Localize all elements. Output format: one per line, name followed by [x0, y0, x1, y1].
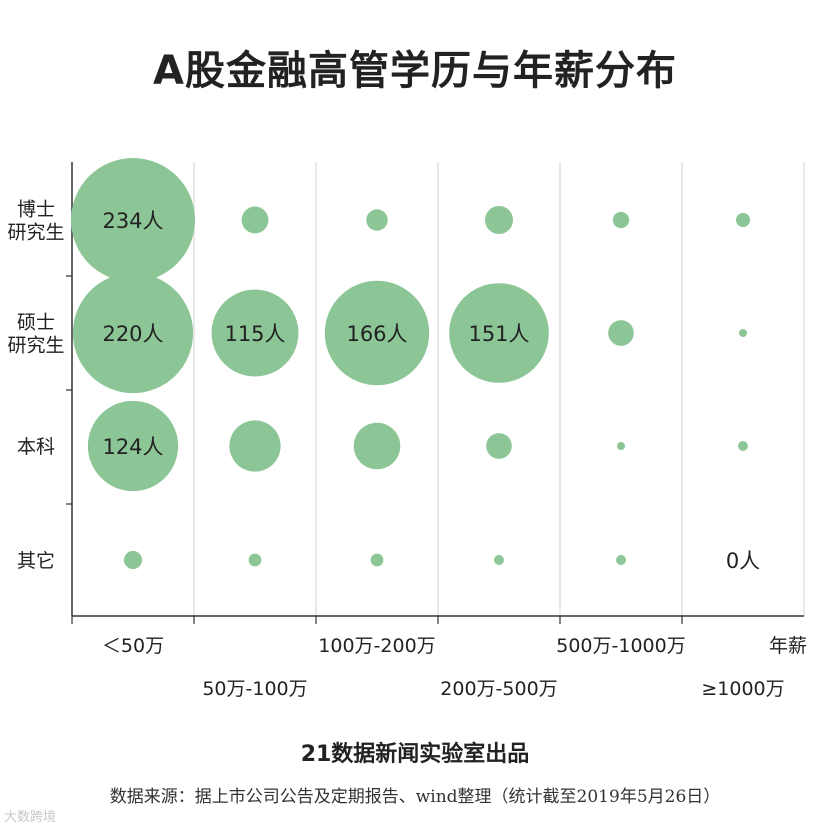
bubble-chart: 博士研究生硕士研究生本科其它＜50万50万-100万100万-200万200万-…	[7, 158, 807, 700]
chart-title: A股金融高管学历与年薪分布	[153, 48, 677, 94]
data-label: 0人	[726, 549, 760, 573]
credit-line: 21数据新闻实验室出品	[300, 742, 530, 767]
bubble	[608, 320, 634, 346]
bubble	[449, 283, 549, 383]
data-label: 234人	[102, 209, 163, 233]
bubble	[366, 209, 388, 231]
bubble	[370, 553, 384, 567]
y-tick-label: 博士	[17, 199, 55, 221]
bubble	[738, 328, 748, 338]
data-label: 151人	[468, 322, 529, 346]
bubble	[612, 211, 630, 229]
bubble	[241, 206, 269, 234]
x-tick-label: 200万-500万	[440, 678, 557, 700]
bubble	[486, 433, 512, 459]
bubble	[353, 422, 401, 470]
bubble	[123, 550, 143, 570]
y-tick-label: 本科	[17, 436, 55, 458]
x-tick-label: 50万-100万	[202, 678, 307, 700]
x-axis-label: 年薪	[769, 635, 807, 657]
x-tick-label: 100万-200万	[318, 635, 435, 657]
x-tick-label: ＜50万	[102, 635, 164, 657]
data-label: 166人	[346, 322, 407, 346]
bubble	[738, 441, 748, 451]
watermark-logo: 大数跨境	[4, 810, 57, 825]
x-tick-label: ≥1000万	[701, 678, 784, 700]
bubble	[616, 555, 626, 565]
bubble	[494, 555, 504, 565]
y-tick-label: 其它	[17, 550, 55, 572]
bubble	[71, 158, 195, 282]
bubble	[616, 441, 626, 451]
bubble	[735, 212, 751, 228]
bubble	[248, 553, 262, 567]
data-label: 220人	[102, 322, 163, 346]
data-label: 115人	[224, 322, 285, 346]
y-tick-label: 研究生	[7, 222, 64, 244]
bubble	[324, 280, 430, 386]
bubble	[87, 400, 179, 492]
bubble	[484, 205, 514, 235]
x-tick-label: 500万-1000万	[556, 635, 685, 657]
bubble	[72, 272, 194, 394]
source-note: 数据来源：据上市公司公告及定期报告、wind整理（统计截至2019年5月26日）	[109, 787, 721, 807]
bubble	[211, 289, 299, 377]
data-label: 124人	[102, 435, 163, 459]
y-tick-label: 研究生	[7, 335, 64, 357]
y-tick-label: 硕士	[17, 312, 55, 334]
bubble	[229, 420, 281, 472]
